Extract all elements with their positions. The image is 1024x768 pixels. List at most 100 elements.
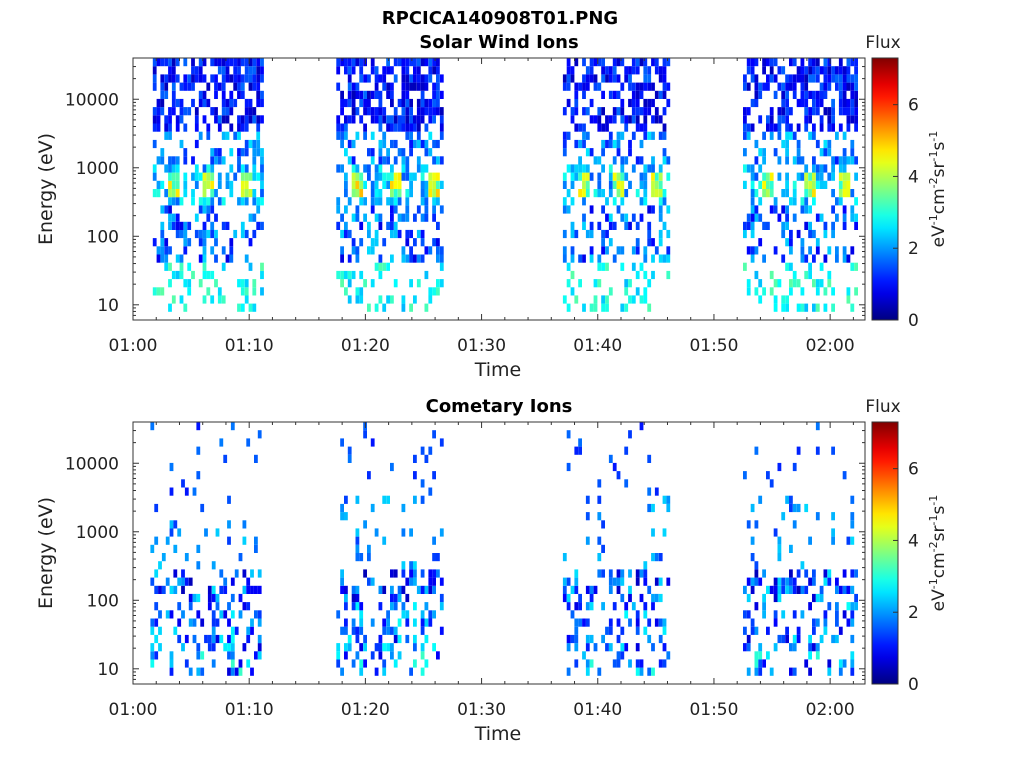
spectrogram-cell bbox=[616, 205, 621, 214]
spectrogram-cell bbox=[620, 643, 625, 652]
spectrogram-cell bbox=[574, 58, 579, 67]
spectrogram-cell bbox=[374, 180, 379, 189]
spectrogram-cell bbox=[812, 98, 816, 108]
spectrogram-cell bbox=[436, 107, 440, 116]
spectrogram-cell bbox=[168, 279, 172, 288]
spectrogram-cell bbox=[654, 107, 659, 116]
spectrogram-cell bbox=[769, 667, 774, 676]
spectrogram-cell bbox=[439, 115, 444, 124]
spectrogram-cell bbox=[639, 172, 644, 181]
spectrogram-cell bbox=[804, 74, 809, 83]
spectrogram-cell bbox=[242, 536, 247, 545]
spectrogram-cell bbox=[842, 90, 847, 99]
spectrogram-cell bbox=[210, 295, 215, 304]
spectrogram-cell bbox=[175, 229, 180, 239]
spectrogram-cell bbox=[214, 279, 218, 288]
spectrogram-cell bbox=[792, 90, 797, 99]
spectrogram-cell bbox=[150, 651, 155, 660]
spectrogram-cell bbox=[351, 270, 356, 280]
spectrogram-cell bbox=[789, 287, 793, 296]
spectrogram-cell bbox=[237, 123, 241, 132]
spectrogram-cell bbox=[436, 139, 440, 149]
spectrogram-cell bbox=[436, 553, 440, 562]
spectrogram-cell bbox=[164, 246, 169, 255]
spectrogram-cell bbox=[397, 585, 402, 594]
spectrogram-cell bbox=[154, 569, 159, 578]
spectrogram-cell bbox=[562, 148, 567, 157]
spectrogram-cell bbox=[367, 98, 371, 108]
spectrogram-cell bbox=[570, 287, 575, 296]
spectrogram-cell bbox=[168, 197, 172, 206]
spectrogram-cell bbox=[229, 98, 234, 108]
spectrogram-cell bbox=[608, 172, 613, 181]
spectrogram-cell bbox=[344, 221, 348, 230]
y-tick-label: 1000 bbox=[76, 523, 119, 543]
spectrogram-cell bbox=[390, 205, 394, 214]
spectrogram-cell bbox=[378, 643, 383, 652]
spectrogram-cell bbox=[206, 123, 211, 132]
spectrogram-cell bbox=[624, 279, 629, 288]
spectrogram-cell bbox=[838, 82, 843, 91]
spectrogram-cell bbox=[658, 115, 663, 124]
spectrogram-cell bbox=[183, 229, 188, 239]
spectrogram-cell bbox=[202, 58, 207, 67]
spectrogram-cell bbox=[831, 528, 835, 537]
spectrogram-cell bbox=[754, 58, 759, 67]
spectrogram-cell bbox=[582, 618, 586, 627]
spectrogram-cell bbox=[254, 610, 258, 619]
spectrogram-cell bbox=[781, 221, 786, 230]
spectrogram-cell bbox=[257, 634, 262, 644]
spectrogram-cell bbox=[815, 643, 820, 652]
spectrogram-cell bbox=[160, 156, 165, 165]
spectrogram-cell bbox=[234, 569, 239, 578]
spectrogram-cell bbox=[582, 189, 586, 198]
spectrogram-cell bbox=[206, 197, 211, 206]
spectrogram-cell bbox=[173, 569, 178, 578]
spectrogram-cell bbox=[831, 98, 835, 108]
spectrogram-cell bbox=[643, 197, 648, 206]
colorbar-tick-label: 2 bbox=[908, 603, 919, 623]
spectrogram-cell bbox=[846, 536, 851, 545]
spectrogram-cell bbox=[831, 74, 835, 83]
spectrogram-cell bbox=[230, 422, 235, 431]
spectrogram-cell bbox=[612, 221, 617, 230]
spectrogram-cell bbox=[413, 577, 417, 586]
spectrogram-cell bbox=[605, 229, 609, 239]
spectrogram-cell bbox=[624, 74, 629, 83]
spectrogram-cell bbox=[835, 156, 839, 165]
spectrogram-cell bbox=[424, 246, 429, 255]
spectrogram-cell bbox=[758, 90, 763, 99]
spectrogram-cell bbox=[574, 585, 579, 594]
spectrogram-cell bbox=[854, 98, 858, 108]
spectrogram-cell bbox=[566, 82, 571, 91]
spectrogram-cell bbox=[428, 172, 433, 181]
spectrogram-cell bbox=[336, 270, 341, 280]
spectrogram-cell bbox=[597, 262, 602, 271]
spectrogram-cell bbox=[397, 618, 402, 627]
spectrogram-cell bbox=[608, 115, 613, 124]
spectrogram-cell bbox=[639, 180, 644, 189]
spectrogram-cell bbox=[409, 577, 413, 586]
spectrogram-cell bbox=[815, 287, 820, 296]
spectrogram-cell bbox=[662, 123, 667, 132]
spectrogram-cell bbox=[585, 659, 590, 668]
spectrogram-cell bbox=[420, 180, 425, 189]
spectrogram-cell bbox=[229, 164, 234, 173]
spectrogram-cell bbox=[359, 58, 364, 67]
spectrogram-cell bbox=[225, 58, 230, 67]
spectrogram-cell bbox=[363, 659, 367, 668]
spectrogram-cell bbox=[643, 246, 648, 255]
spectrogram-cell bbox=[612, 577, 617, 586]
spectrogram-cell bbox=[187, 262, 192, 271]
spectrogram-cell bbox=[378, 148, 383, 157]
spectrogram-cell bbox=[781, 115, 786, 124]
spectrogram-cell bbox=[804, 197, 809, 206]
spectrogram-cell bbox=[378, 164, 383, 173]
spectrogram-cell bbox=[207, 602, 212, 611]
spectrogram-cell bbox=[363, 643, 367, 652]
spectrogram-cell bbox=[754, 189, 759, 198]
spectrogram-cell bbox=[823, 618, 828, 627]
spectrogram-cell bbox=[624, 287, 629, 296]
spectrogram-cell bbox=[344, 643, 348, 652]
spectrogram-cell bbox=[152, 172, 157, 181]
